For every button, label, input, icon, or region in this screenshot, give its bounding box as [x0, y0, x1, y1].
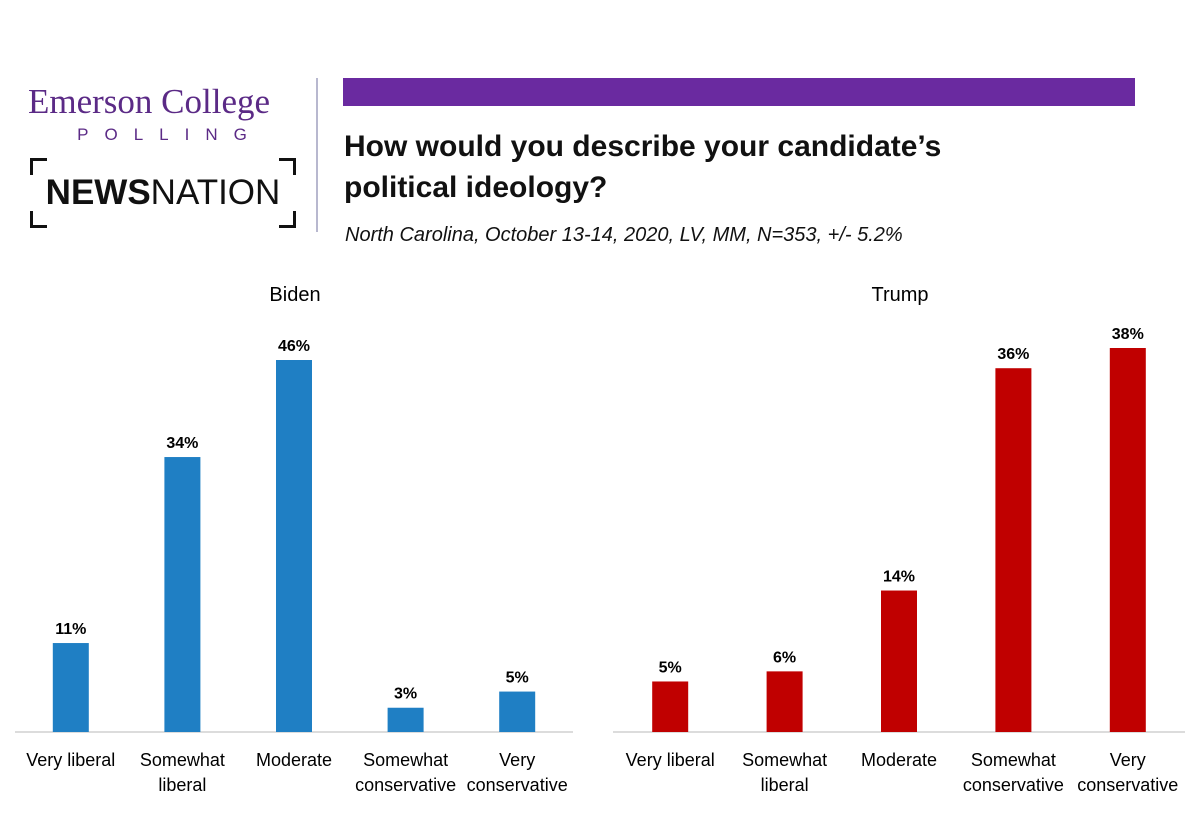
- trump-tick-label-4-line-1: Somewhat: [971, 750, 1056, 770]
- logo-corner-bottom-left: [30, 211, 47, 228]
- biden-tick-label-3-line-1: Moderate: [256, 750, 332, 770]
- newsnation-wordmark: NEWSNATION: [30, 173, 296, 213]
- trump-data-label-2: 6%: [773, 649, 796, 666]
- newsnation-bold-part: NEWS: [45, 173, 151, 212]
- biden-tick-label-4-line-1: Somewhat: [363, 750, 448, 770]
- trump-bar-4: [995, 368, 1032, 732]
- biden-bar-2: [164, 457, 201, 732]
- trump-data-label-5: 38%: [1112, 326, 1144, 343]
- trump-bar-2: [766, 671, 803, 732]
- trump-tick-label-2-line-1: Somewhat: [742, 750, 827, 770]
- newsnation-regular-part: NATION: [150, 173, 281, 212]
- title-line-2: political ideology?: [344, 171, 608, 204]
- newsnation-logo: NEWSNATION: [30, 158, 296, 228]
- biden-data-label-1: 11%: [55, 621, 86, 638]
- trump-tick-label-5-line-1: Very: [1110, 750, 1146, 770]
- biden-tick-label-4-line-2: conservative: [355, 775, 456, 795]
- biden-data-label-4: 3%: [394, 686, 417, 703]
- emerson-polling-logo-text: POLLING: [77, 125, 263, 144]
- biden-tick-label-5-line-1: Very: [499, 750, 535, 770]
- trump-tick-label-3-line-1: Moderate: [861, 750, 937, 770]
- biden-tick-label-2-line-2: liberal: [158, 775, 206, 795]
- trump-bar-1: [652, 681, 689, 732]
- trump-tick-label-5-line-2: conservative: [1077, 775, 1178, 795]
- trump-chart-title: Trump: [871, 284, 929, 306]
- title-line-1: How would you describe your candidate’s: [344, 130, 942, 163]
- trump-data-label-1: 5%: [659, 659, 682, 676]
- biden-tick-label-2-line-1: Somewhat: [140, 750, 225, 770]
- biden-chart-title: Biden: [269, 284, 321, 306]
- biden-data-label-5: 5%: [506, 670, 529, 687]
- trump-bar-5: [1109, 348, 1146, 732]
- trump-bar-3: [881, 590, 917, 732]
- logo-corner-bottom-right: [279, 211, 296, 228]
- biden-bar-1: [52, 643, 89, 732]
- biden-data-label-3: 46%: [278, 338, 310, 355]
- biden-bar-3: [276, 360, 312, 732]
- trump-tick-label-1-line-1: Very liberal: [626, 750, 715, 770]
- page-subtitle: North Carolina, October 13-14, 2020, LV,…: [345, 224, 903, 246]
- biden-tick-label-1-line-1: Very liberal: [26, 750, 115, 770]
- logo-corner-top-left: [30, 158, 47, 175]
- emerson-college-logo-text: Emerson College: [28, 82, 271, 121]
- biden-tick-label-5-line-2: conservative: [467, 775, 568, 795]
- logo-corner-top-right: [279, 158, 296, 175]
- header-divider: [316, 78, 318, 232]
- biden-data-label-2: 34%: [166, 435, 198, 452]
- trump-data-label-4: 36%: [997, 346, 1029, 363]
- biden-bar-4: [387, 707, 424, 732]
- trump-tick-label-2-line-2: liberal: [761, 775, 809, 795]
- biden-bar-5: [499, 691, 536, 732]
- trump-data-label-3: 14%: [883, 569, 915, 586]
- page-title: How would you describe your candidate’s …: [344, 126, 1164, 208]
- trump-tick-label-4-line-2: conservative: [963, 775, 1064, 795]
- header-accent-bar: [343, 78, 1135, 106]
